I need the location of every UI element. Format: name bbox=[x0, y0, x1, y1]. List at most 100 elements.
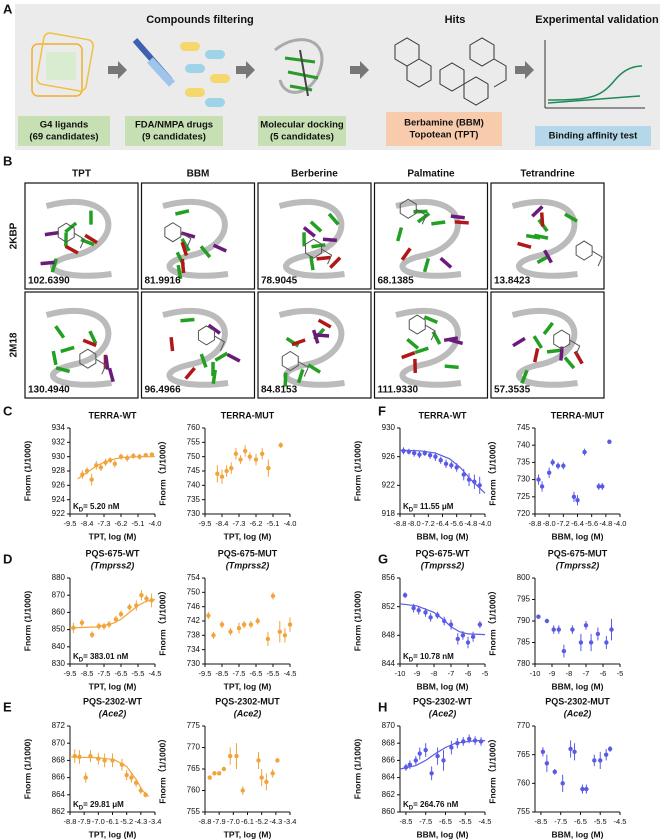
y-tick-label: 930 bbox=[382, 423, 396, 432]
base bbox=[84, 233, 98, 245]
data-point bbox=[275, 758, 280, 763]
panel-label: H bbox=[378, 699, 387, 714]
data-point bbox=[411, 605, 416, 611]
y-tick-label: 745 bbox=[517, 423, 531, 432]
x-tick-label: -8 bbox=[566, 669, 573, 678]
data-point bbox=[550, 460, 555, 465]
step-text: FDA/NMPA drugs bbox=[135, 120, 213, 131]
data-point bbox=[429, 771, 434, 776]
x-axis-label: BBM, log (M) bbox=[552, 681, 604, 691]
y-tick-label: 760 bbox=[187, 786, 201, 795]
data-point bbox=[413, 758, 419, 763]
kd-value: = 11.55 μM bbox=[413, 502, 454, 511]
docking-box bbox=[373, 291, 489, 399]
fit-curve bbox=[69, 756, 150, 797]
kd-subscript: D bbox=[79, 507, 84, 513]
y-tick-label: 745 bbox=[187, 466, 201, 475]
kd-value: = 264.76 nM bbox=[413, 800, 458, 809]
data-point bbox=[461, 739, 466, 744]
x-tick-label: -8.5 bbox=[81, 669, 94, 678]
data-point bbox=[551, 627, 556, 632]
fit-curve bbox=[77, 456, 155, 480]
y-tick-label: 870 bbox=[52, 590, 66, 599]
score: 96.4966 bbox=[145, 385, 182, 396]
base bbox=[44, 230, 59, 237]
y-tick-label: 746 bbox=[187, 602, 201, 611]
kd-symbol: K bbox=[403, 502, 409, 511]
fit-curve bbox=[399, 740, 485, 770]
arrows bbox=[108, 61, 534, 79]
y-axis-label: Fnorm (1/1000) bbox=[352, 441, 362, 502]
base bbox=[211, 369, 217, 384]
chart-subtitle: (Tmprss2) bbox=[226, 560, 270, 570]
base bbox=[64, 221, 78, 234]
data-point bbox=[598, 758, 603, 763]
base bbox=[531, 205, 544, 218]
data-point bbox=[448, 622, 454, 627]
data-point bbox=[133, 780, 139, 785]
data-point bbox=[561, 463, 566, 469]
data-point bbox=[568, 746, 573, 752]
step-box bbox=[535, 126, 651, 146]
base bbox=[60, 345, 75, 354]
data-point bbox=[402, 593, 408, 598]
ribbon bbox=[511, 307, 578, 388]
y-tick-label: 750 bbox=[187, 452, 201, 461]
data-point bbox=[435, 613, 440, 618]
y-tick-label: 765 bbox=[187, 764, 201, 773]
y-tick-label: 734 bbox=[187, 645, 201, 654]
ribbon bbox=[162, 198, 229, 279]
base bbox=[542, 321, 555, 336]
base bbox=[532, 335, 544, 349]
y-axis-label: Fnorm（1/1000） bbox=[157, 436, 167, 505]
data-point bbox=[540, 749, 546, 754]
x-tick-label: -7.5 bbox=[419, 817, 432, 826]
y-tick-label: 870 bbox=[382, 721, 396, 730]
ligand bbox=[281, 350, 309, 377]
y-tick-label: 868 bbox=[382, 738, 396, 747]
score: 13.8423 bbox=[494, 276, 531, 287]
base bbox=[82, 338, 97, 348]
data-point bbox=[417, 751, 422, 756]
base bbox=[450, 214, 465, 220]
x-tick-label: -4.0 bbox=[614, 519, 627, 528]
kd-value: = 5.20 nM bbox=[83, 502, 120, 511]
step-text: (69 candidates) bbox=[29, 132, 98, 143]
x-axis-label: TPT, log (M) bbox=[224, 531, 272, 541]
base bbox=[309, 256, 315, 271]
x-axis-label: BBM, log (M) bbox=[417, 681, 469, 691]
chart-subtitle: (Ace2) bbox=[99, 708, 127, 718]
base bbox=[543, 249, 553, 264]
y-tick-label: 735 bbox=[187, 495, 201, 504]
kd-annotation: KD= 29.81 μM bbox=[73, 800, 124, 811]
drug-icon bbox=[132, 38, 230, 107]
data-point bbox=[407, 762, 413, 767]
base bbox=[316, 255, 331, 261]
step-text: Berbamine (BBM) bbox=[404, 118, 484, 129]
data-point bbox=[119, 762, 125, 767]
data-point bbox=[124, 772, 129, 778]
base bbox=[104, 355, 110, 370]
data-point bbox=[112, 461, 118, 467]
base bbox=[88, 330, 98, 345]
data-point bbox=[422, 450, 427, 456]
base bbox=[55, 366, 71, 374]
base bbox=[309, 220, 323, 233]
data-point bbox=[406, 449, 412, 454]
data-point bbox=[571, 494, 577, 499]
data-point bbox=[72, 753, 77, 759]
ribbon bbox=[278, 198, 345, 279]
base bbox=[169, 336, 175, 352]
ligand bbox=[197, 325, 226, 352]
y-tick-label: 930 bbox=[52, 452, 66, 461]
data-point bbox=[570, 627, 575, 632]
y-tick-label: 880 bbox=[52, 573, 66, 582]
x-tick-label: -8.5 bbox=[399, 817, 412, 826]
step-text: Topotean (TPT) bbox=[410, 130, 479, 141]
data-point bbox=[241, 622, 247, 627]
base bbox=[322, 237, 338, 243]
data-point bbox=[441, 758, 446, 763]
fit-curve bbox=[399, 449, 486, 494]
ligand bbox=[305, 238, 333, 265]
kd-annotation: KD= 383.01 nM bbox=[73, 652, 129, 663]
